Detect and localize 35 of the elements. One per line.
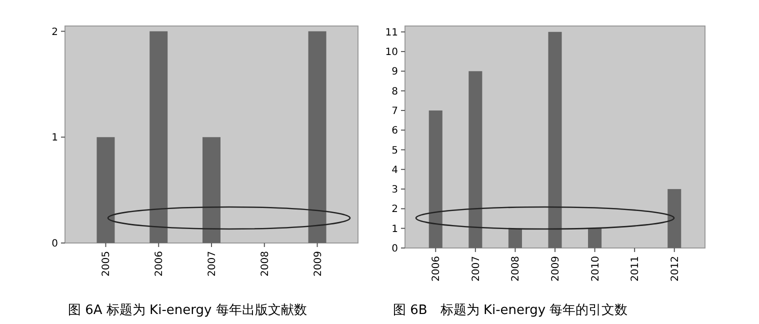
y-tick-label: 0 — [52, 238, 58, 250]
bar — [588, 228, 602, 248]
y-tick-label: 4 — [392, 164, 398, 176]
x-tick-label: 2008 — [510, 256, 522, 282]
bar — [468, 71, 482, 248]
x-tick-label: 2007 — [207, 251, 218, 276]
x-tick-label: 2011 — [630, 256, 642, 282]
y-tick-label: 10 — [385, 47, 398, 58]
x-tick-label: 2005 — [101, 251, 112, 276]
y-tick-label: 2 — [52, 26, 58, 38]
bar — [428, 110, 442, 248]
x-tick-label: 2007 — [470, 256, 482, 282]
y-tick-label: 7 — [392, 106, 398, 117]
bar — [548, 32, 562, 248]
y-tick-label: 8 — [392, 86, 398, 98]
bar — [668, 189, 682, 248]
y-tick-label: 6 — [392, 126, 398, 137]
x-tick-label: 2009 — [312, 251, 324, 276]
y-tick-label: 0 — [392, 244, 398, 254]
text: 图 6A 标题为 Ki-energy 每年出版文献数 — [68, 303, 307, 318]
y-tick-label: 11 — [385, 27, 398, 38]
y-tick-label: 3 — [392, 184, 398, 196]
x-tick-label: 2006 — [154, 251, 166, 276]
bar — [508, 228, 522, 248]
y-tick-label: 9 — [392, 66, 398, 78]
y-tick-label: 2 — [392, 204, 398, 216]
x-tick-label: 2008 — [260, 251, 271, 276]
text: 图 6B 标题为 Ki-energy 每年的引文数 — [393, 303, 628, 318]
x-tick-label: 2010 — [590, 256, 602, 282]
x-tick-label: 2009 — [550, 256, 562, 282]
y-tick-label: 5 — [392, 145, 398, 156]
x-tick-label: 2006 — [431, 256, 442, 282]
y-tick-label: 1 — [52, 132, 58, 144]
y-tick-label: 1 — [392, 224, 398, 235]
x-tick-label: 2012 — [670, 256, 681, 282]
